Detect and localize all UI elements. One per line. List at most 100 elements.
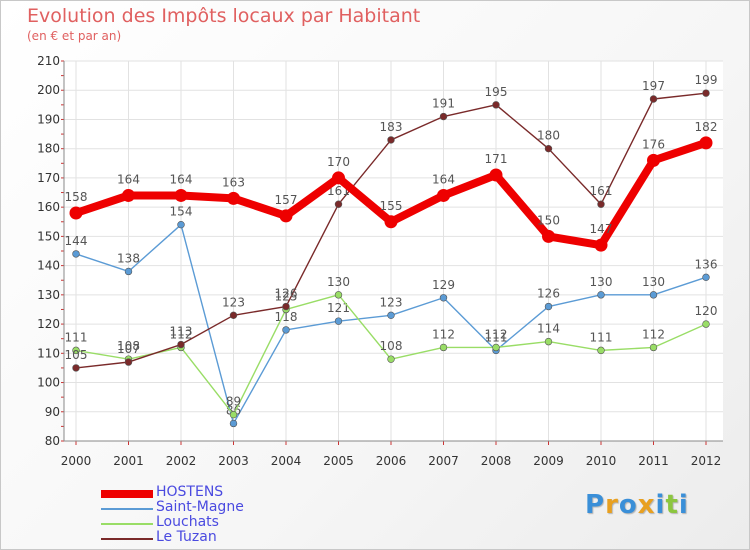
data-label-louchats: 108 — [380, 339, 403, 353]
data-label-saint-magne: 126 — [537, 287, 560, 301]
data-point-saint-magne — [334, 317, 343, 325]
data-label-hostens: 158 — [65, 190, 88, 204]
logo-letter: P — [585, 490, 606, 520]
data-label-saint-magne: 136 — [695, 257, 718, 271]
y-tick-label: 110 — [37, 346, 60, 360]
data-point-hostens — [699, 136, 713, 150]
y-tick-label: 190 — [37, 112, 60, 126]
data-point-louchats — [387, 355, 395, 363]
data-point-saint-magne — [229, 419, 238, 428]
data-label-louchats: 130 — [327, 275, 350, 289]
data-label-saint-magne: 121 — [327, 301, 350, 315]
logo-letter: i — [678, 490, 689, 520]
data-label-hostens: 182 — [695, 120, 718, 134]
data-point-louchats — [649, 343, 658, 352]
y-tick-label: 150 — [37, 229, 60, 243]
data-label-saint-magne: 138 — [117, 251, 140, 265]
data-label-louchats: 114 — [537, 322, 560, 336]
data-point-hostens — [594, 238, 608, 252]
data-point-le-tuzan — [544, 144, 553, 153]
data-label-hostens: 171 — [485, 152, 508, 166]
data-point-hostens — [489, 168, 503, 182]
x-tick-label: 2001 — [113, 454, 144, 468]
x-tick-label: 2007 — [428, 454, 459, 468]
chart-title: Evolution des Impôts locaux par Habitant — [27, 5, 421, 27]
data-label-hostens: 164 — [117, 172, 140, 186]
data-point-louchats — [544, 337, 553, 346]
data-point-le-tuzan — [282, 302, 290, 311]
data-label-le-tuzan: 113 — [170, 325, 193, 339]
x-tick-label: 2002 — [166, 454, 197, 468]
x-tick-label: 2006 — [376, 454, 407, 468]
data-label-saint-magne: 129 — [432, 278, 455, 292]
data-label-le-tuzan: 126 — [275, 287, 298, 301]
data-point-saint-magne — [544, 302, 553, 311]
data-point-louchats — [72, 346, 80, 355]
data-point-saint-magne — [702, 273, 710, 282]
data-point-hostens — [174, 188, 188, 202]
x-tick-label: 2004 — [271, 454, 302, 468]
data-point-louchats — [597, 346, 605, 355]
legend-label: HOSTENS — [156, 484, 224, 500]
legend-swatch — [101, 508, 153, 510]
data-label-louchats: 112 — [485, 327, 508, 341]
data-point-hostens — [437, 188, 450, 202]
data-label-louchats: 120 — [695, 304, 718, 318]
x-tick-label: 2011 — [638, 454, 669, 468]
data-label-le-tuzan: 183 — [380, 120, 403, 134]
y-tick-label: 80 — [45, 434, 60, 448]
legend-swatch — [101, 523, 153, 525]
legend-label: Saint-Magne — [156, 499, 244, 515]
y-tick-label: 100 — [37, 376, 60, 390]
data-label-louchats: 111 — [590, 330, 613, 344]
data-point-hostens — [542, 229, 555, 243]
data-label-le-tuzan: 197 — [642, 79, 665, 93]
x-tick-label: 2008 — [481, 454, 512, 468]
x-tick-label: 2010 — [586, 454, 617, 468]
data-label-le-tuzan: 107 — [117, 342, 140, 356]
data-point-saint-magne — [387, 311, 395, 320]
x-tick-label: 2000 — [61, 454, 92, 468]
proxiti-logo: Proxiti — [585, 490, 689, 520]
data-point-le-tuzan — [439, 112, 448, 121]
data-label-hostens: 176 — [642, 137, 665, 151]
y-tick-label: 180 — [37, 142, 60, 156]
x-tick-label: 2012 — [691, 454, 722, 468]
data-label-hostens: 164 — [432, 172, 455, 186]
data-point-saint-magne — [282, 326, 290, 334]
data-point-hostens — [332, 171, 345, 185]
data-point-saint-magne — [439, 294, 448, 302]
y-tick-label: 200 — [37, 83, 60, 97]
data-label-le-tuzan: 199 — [695, 73, 718, 87]
data-point-le-tuzan — [597, 200, 605, 208]
data-point-le-tuzan — [702, 89, 710, 97]
data-label-louchats: 89 — [226, 395, 241, 409]
data-label-saint-magne: 130 — [590, 275, 613, 289]
data-point-saint-magne — [177, 220, 185, 229]
data-label-hostens: 147 — [590, 222, 613, 236]
data-label-louchats: 112 — [642, 327, 665, 341]
legend-label: Le Tuzan — [156, 529, 217, 545]
x-tick-label: 2003 — [218, 454, 249, 468]
data-label-le-tuzan: 161 — [590, 184, 613, 198]
data-label-saint-magne: 144 — [65, 234, 88, 248]
data-label-saint-magne: 154 — [170, 205, 193, 219]
data-point-le-tuzan — [492, 101, 500, 109]
y-tick-label: 210 — [37, 54, 60, 68]
plot-area — [64, 61, 723, 441]
data-label-louchats: 125 — [275, 289, 298, 303]
data-label-louchats: 111 — [65, 330, 88, 344]
data-label-le-tuzan: 105 — [65, 348, 88, 362]
data-point-saint-magne — [649, 291, 658, 299]
data-point-louchats — [229, 410, 238, 419]
data-label-le-tuzan: 195 — [485, 85, 508, 99]
data-point-saint-magne — [72, 250, 80, 258]
logo-letter: t — [665, 490, 679, 520]
data-point-hostens — [69, 206, 83, 220]
data-label-louchats: 108 — [117, 339, 140, 353]
data-point-louchats — [702, 320, 710, 328]
legend-swatch — [101, 490, 153, 498]
data-label-hostens: 164 — [170, 172, 193, 186]
